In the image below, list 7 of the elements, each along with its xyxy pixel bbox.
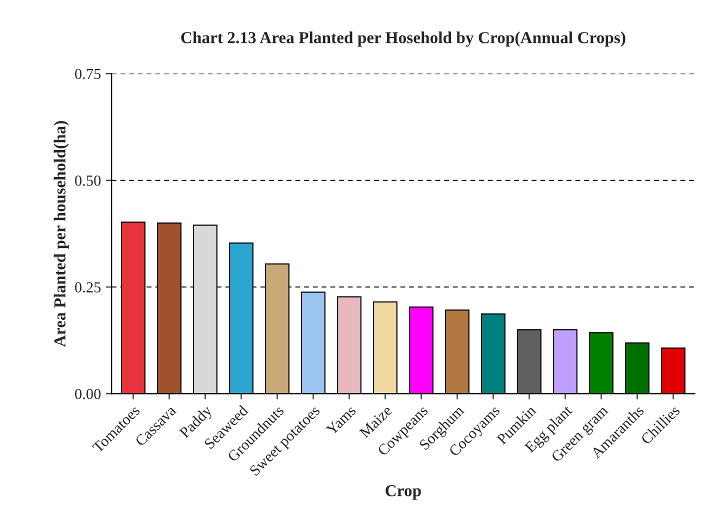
y-tick-label: 0.00 xyxy=(75,388,101,400)
y-tick-label: 0.25 xyxy=(75,282,101,293)
y-tick-label: 0.75 xyxy=(75,68,101,80)
x-axis-title: Crop xyxy=(386,485,421,500)
chart-title: Chart 2.13 Area Planted per Hosehold by Crop(Annual Crops) xyxy=(181,32,626,47)
y-axis-title: Area Planted per household(ha) xyxy=(54,121,69,347)
y-tick-label: 0.50 xyxy=(75,175,101,186)
